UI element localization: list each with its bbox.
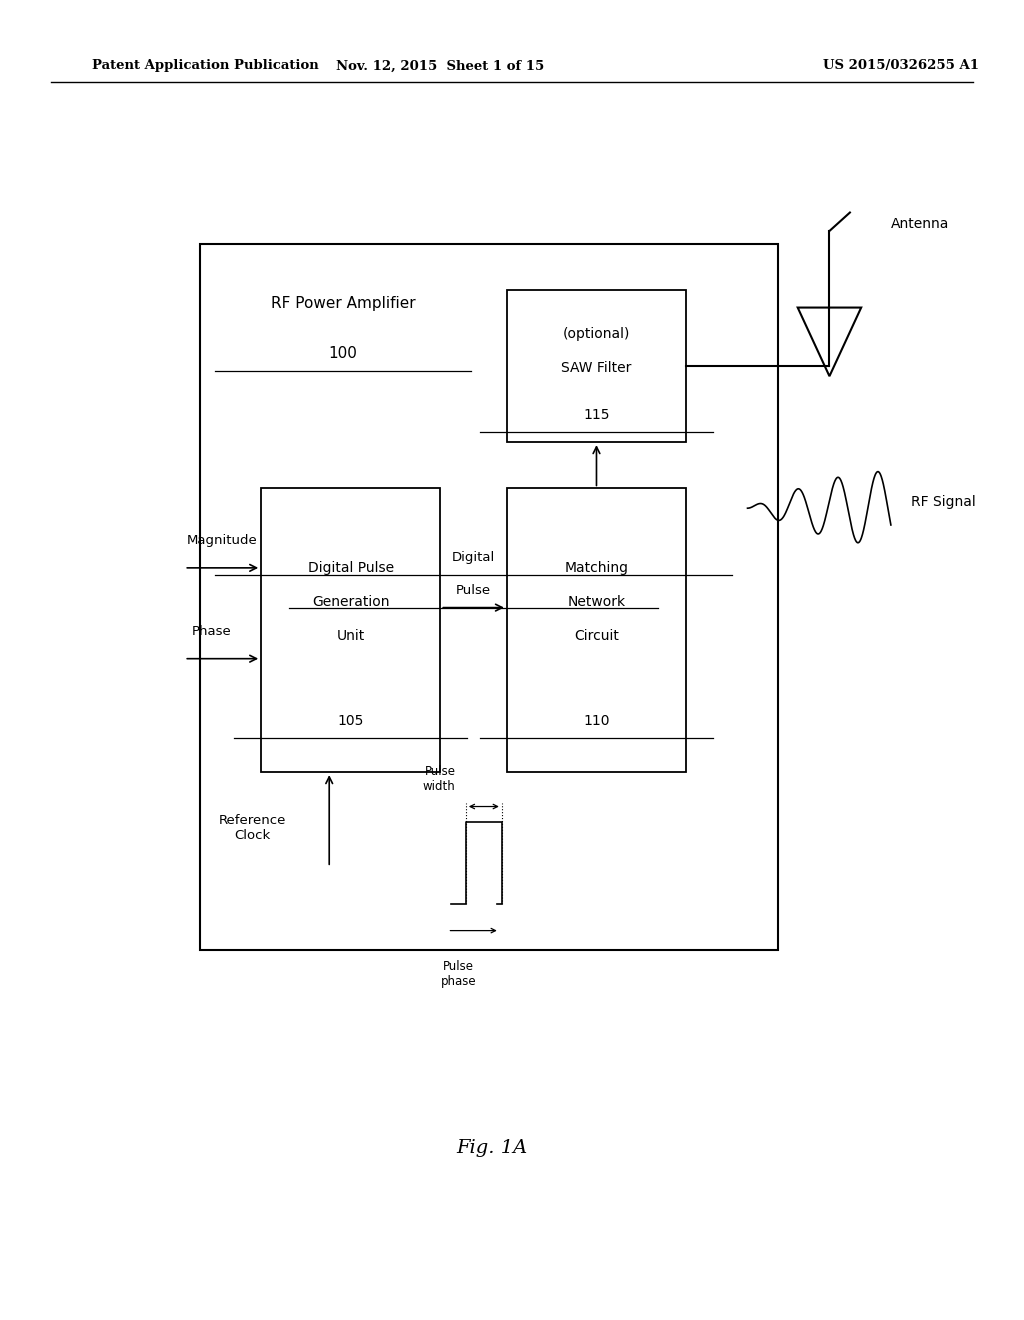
Text: Pulse
width: Pulse width [423,766,456,793]
Text: Reference
Clock: Reference Clock [219,813,286,842]
Text: Generation: Generation [312,595,389,609]
Text: Unit: Unit [337,630,365,643]
Bar [261,488,440,772]
Bar [200,244,778,950]
Text: Circuit: Circuit [574,630,618,643]
Bar [507,290,686,442]
Text: 110: 110 [584,714,609,729]
Text: Pulse
phase: Pulse phase [440,960,476,987]
Text: Antenna: Antenna [891,218,949,231]
Text: Digital Pulse: Digital Pulse [307,561,394,574]
Text: 100: 100 [329,346,357,362]
Text: 115: 115 [584,408,609,422]
Bar [507,488,686,772]
Text: Fig. 1A: Fig. 1A [456,1139,527,1158]
Text: RF Signal: RF Signal [911,495,976,508]
Text: Nov. 12, 2015  Sheet 1 of 15: Nov. 12, 2015 Sheet 1 of 15 [336,59,545,73]
Text: Pulse: Pulse [456,583,492,597]
Text: Matching: Matching [564,561,629,574]
Text: Network: Network [567,595,626,609]
Text: US 2015/0326255 A1: US 2015/0326255 A1 [823,59,979,73]
Text: (optional): (optional) [563,327,630,341]
Text: RF Power Amplifier: RF Power Amplifier [270,296,416,312]
Text: 105: 105 [338,714,364,729]
Text: Patent Application Publication: Patent Application Publication [92,59,318,73]
Text: Phase: Phase [193,624,231,638]
Text: Magnitude: Magnitude [186,533,258,546]
Text: SAW Filter: SAW Filter [561,362,632,375]
Text: Digital: Digital [452,550,496,564]
